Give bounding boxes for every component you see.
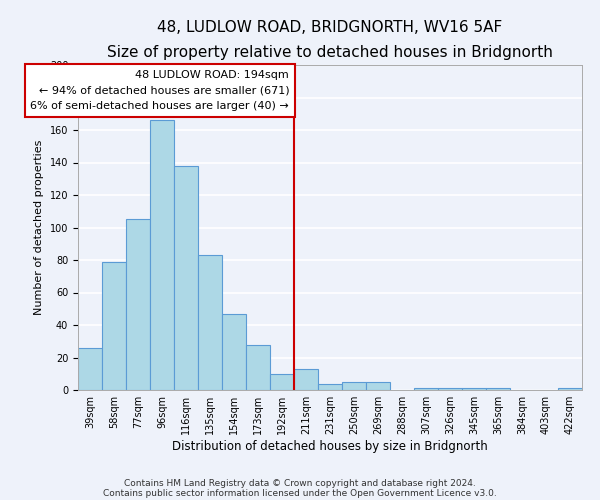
X-axis label: Distribution of detached houses by size in Bridgnorth: Distribution of detached houses by size … bbox=[172, 440, 488, 453]
Bar bbox=[78, 348, 102, 390]
Bar bbox=[486, 388, 510, 390]
Bar bbox=[438, 388, 462, 390]
Bar bbox=[150, 120, 174, 390]
Bar bbox=[102, 262, 126, 390]
Text: 48 LUDLOW ROAD: 194sqm
← 94% of detached houses are smaller (671)
6% of semi-det: 48 LUDLOW ROAD: 194sqm ← 94% of detached… bbox=[31, 70, 289, 111]
Bar bbox=[558, 388, 582, 390]
Text: Contains public sector information licensed under the Open Government Licence v3: Contains public sector information licen… bbox=[103, 488, 497, 498]
Bar bbox=[126, 220, 150, 390]
Bar bbox=[222, 314, 246, 390]
Bar bbox=[462, 388, 486, 390]
Text: Contains HM Land Registry data © Crown copyright and database right 2024.: Contains HM Land Registry data © Crown c… bbox=[124, 478, 476, 488]
Bar bbox=[294, 369, 318, 390]
Bar bbox=[270, 374, 294, 390]
Bar bbox=[366, 382, 390, 390]
Bar bbox=[174, 166, 198, 390]
Bar bbox=[246, 344, 270, 390]
Bar bbox=[414, 388, 438, 390]
Bar bbox=[342, 382, 366, 390]
Bar bbox=[318, 384, 342, 390]
Title: 48, LUDLOW ROAD, BRIDGNORTH, WV16 5AF
Size of property relative to detached hous: 48, LUDLOW ROAD, BRIDGNORTH, WV16 5AF Si… bbox=[107, 20, 553, 59]
Bar bbox=[198, 255, 222, 390]
Y-axis label: Number of detached properties: Number of detached properties bbox=[34, 140, 44, 315]
